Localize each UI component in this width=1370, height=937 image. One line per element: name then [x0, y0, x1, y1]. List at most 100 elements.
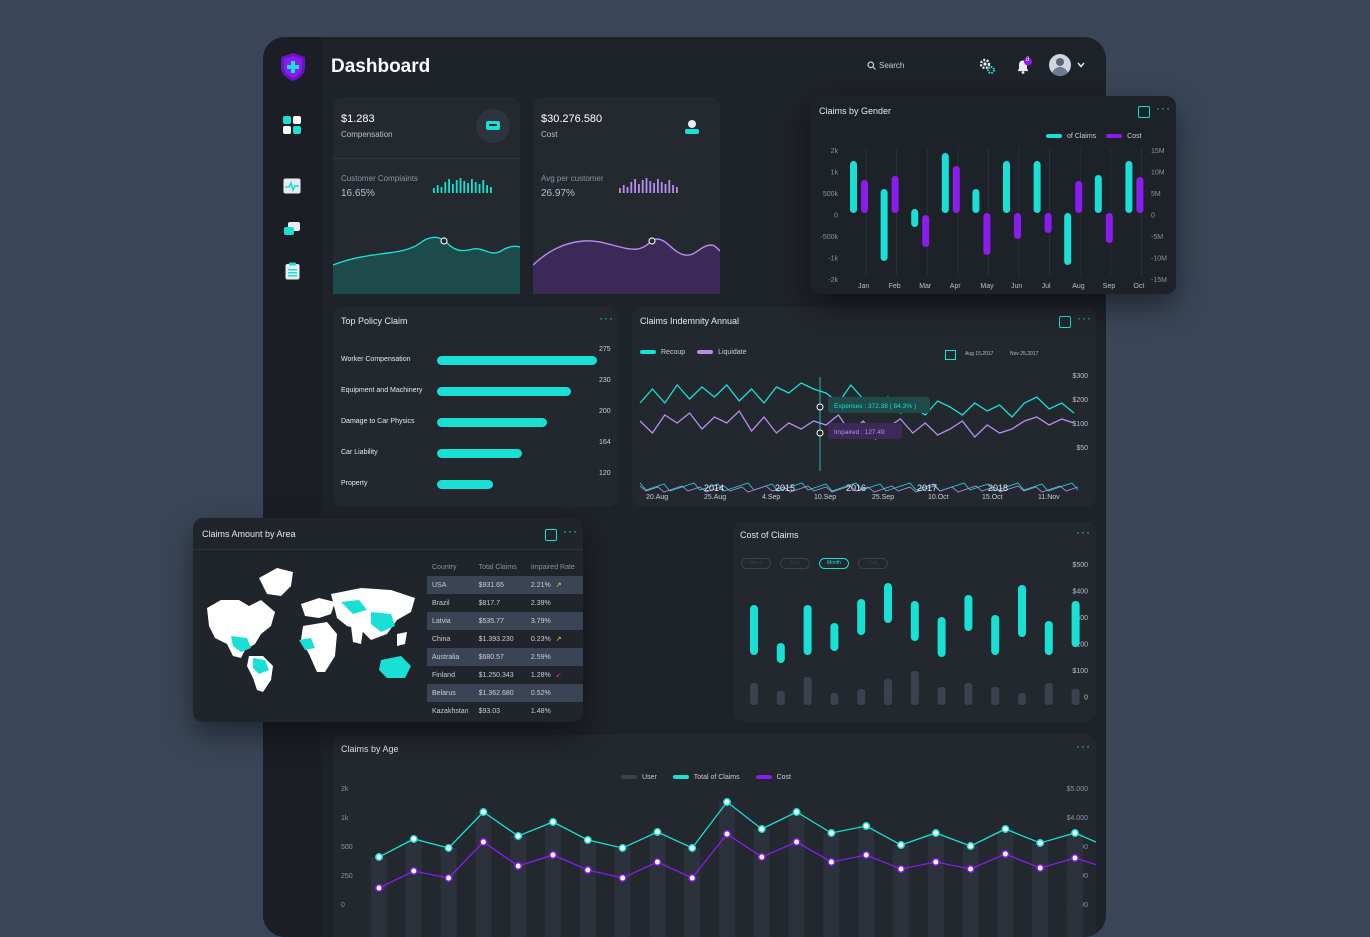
gender-cost-bar[interactable]: [983, 213, 991, 255]
date-from[interactable]: Aug 15,2017: [965, 351, 994, 357]
age-cost-point[interactable]: [931, 858, 940, 866]
area-more-icon[interactable]: ···: [563, 524, 578, 538]
cc-bar[interactable]: [830, 623, 839, 651]
age-cost-point[interactable]: [792, 838, 801, 846]
clipboard-icon[interactable]: [285, 262, 300, 280]
gender-claims-bar[interactable]: [972, 189, 980, 213]
age-cost-point[interactable]: [409, 867, 418, 875]
gear-icon[interactable]: [978, 57, 996, 75]
age-cost-point[interactable]: [618, 874, 627, 882]
age-claims-point[interactable]: [409, 835, 418, 843]
chat-icon[interactable]: [283, 221, 301, 237]
cc-bar[interactable]: [857, 599, 866, 635]
table-row[interactable]: Australia $680.57 2.59%: [427, 648, 583, 666]
hover-point[interactable]: [816, 403, 824, 411]
age-claims-point[interactable]: [514, 832, 523, 840]
cc-bar[interactable]: [991, 615, 1000, 655]
area-edit-icon[interactable]: [545, 529, 557, 541]
age-claims-point[interactable]: [757, 825, 766, 833]
policy-more-icon[interactable]: ···: [599, 311, 614, 325]
period-tab-week[interactable]: Week: [741, 558, 771, 569]
indemnity-more-icon[interactable]: ···: [1077, 311, 1092, 325]
bell-icon[interactable]: [1015, 57, 1033, 75]
gender-cost-bar[interactable]: [1136, 177, 1144, 213]
cc-bar[interactable]: [803, 605, 812, 655]
gender-cost-bar[interactable]: [952, 166, 960, 213]
cc-bar[interactable]: [1071, 601, 1080, 647]
shield-plus-icon[interactable]: [278, 51, 308, 83]
date-to[interactable]: Nov 25,2017: [1010, 351, 1039, 357]
age-cost-point[interactable]: [549, 851, 557, 859]
age-cost-point[interactable]: [583, 866, 592, 874]
search-box[interactable]: Search: [861, 58, 961, 74]
cc-bar[interactable]: [964, 595, 973, 631]
chevron-down-icon[interactable]: [1077, 62, 1085, 68]
period-tab-year[interactable]: Year: [858, 558, 888, 569]
cc-bar[interactable]: [884, 583, 892, 623]
age-claims-point[interactable]: [931, 829, 940, 837]
indemnity-edit-icon[interactable]: [1059, 316, 1071, 328]
gender-cost-bar[interactable]: [1075, 181, 1083, 213]
gender-claims-bar[interactable]: [941, 153, 949, 213]
age-claims-point[interactable]: [479, 808, 488, 816]
age-cost-point[interactable]: [653, 858, 662, 866]
gender-claims-bar[interactable]: [1003, 161, 1010, 213]
period-tab-day[interactable]: Day: [780, 558, 810, 569]
age-cost-point[interactable]: [897, 865, 905, 873]
gender-claims-bar[interactable]: [850, 161, 857, 213]
gender-more-icon[interactable]: ···: [1156, 101, 1171, 115]
cc-bar[interactable]: [750, 605, 758, 655]
gender-claims-bar[interactable]: [1094, 175, 1102, 213]
policy-bar[interactable]: [437, 387, 572, 396]
age-cost-point[interactable]: [1071, 854, 1079, 862]
calendar-icon[interactable]: [945, 350, 956, 360]
cc-bar[interactable]: [1018, 585, 1026, 637]
age-cost-point[interactable]: [723, 830, 731, 838]
policy-bar[interactable]: [437, 449, 522, 458]
age-claims-point[interactable]: [688, 844, 697, 852]
gender-claims-bar[interactable]: [1033, 161, 1041, 213]
age-claims-point[interactable]: [549, 818, 557, 826]
age-claims-point[interactable]: [1036, 839, 1045, 847]
age-claims-point[interactable]: [653, 828, 662, 836]
table-row[interactable]: USA $931.65 2.21% ↗: [427, 576, 583, 594]
age-claims-point[interactable]: [827, 829, 836, 837]
age-more-icon[interactable]: ···: [1076, 739, 1091, 753]
age-claims-point[interactable]: [723, 798, 731, 806]
cc-bar[interactable]: [776, 643, 785, 663]
gender-cost-bar[interactable]: [861, 180, 868, 213]
table-row[interactable]: Belarus $1.362.680 0.52%: [427, 684, 583, 702]
world-map[interactable]: [201, 560, 429, 696]
cc-bar[interactable]: [937, 617, 946, 657]
age-claims-point[interactable]: [966, 842, 975, 850]
gender-claims-bar[interactable]: [880, 189, 888, 261]
hover-point[interactable]: [816, 429, 824, 437]
age-cost-point[interactable]: [514, 862, 523, 870]
age-claims-point[interactable]: [618, 844, 627, 852]
gender-cost-bar[interactable]: [891, 176, 899, 213]
gender-claims-bar[interactable]: [1064, 213, 1072, 265]
gender-claims-bar[interactable]: [1125, 161, 1133, 213]
period-tab-month[interactable]: Month: [819, 558, 849, 569]
age-cost-point[interactable]: [688, 874, 697, 882]
policy-bar[interactable]: [437, 356, 597, 365]
grid-icon[interactable]: [283, 116, 302, 135]
cost-claims-more-icon[interactable]: ···: [1076, 525, 1091, 539]
age-cost-point[interactable]: [757, 853, 766, 861]
age-claims-point[interactable]: [897, 841, 905, 849]
gender-edit-icon[interactable]: [1138, 106, 1150, 118]
age-cost-point[interactable]: [827, 858, 836, 866]
age-cost-point[interactable]: [966, 865, 975, 873]
age-claims-point[interactable]: [444, 844, 453, 852]
cc-bar[interactable]: [1044, 621, 1053, 655]
age-cost-point[interactable]: [479, 838, 488, 846]
age-cost-point[interactable]: [375, 884, 383, 892]
gender-cost-bar[interactable]: [922, 215, 930, 247]
cc-bar[interactable]: [910, 601, 919, 641]
age-cost-point[interactable]: [444, 874, 453, 882]
age-cost-point[interactable]: [1001, 850, 1010, 858]
table-row[interactable]: Latvia $535.77 3.79%: [427, 612, 583, 630]
policy-bar[interactable]: [437, 480, 493, 489]
pulse-icon[interactable]: [283, 178, 301, 194]
age-claims-point[interactable]: [1071, 829, 1079, 837]
